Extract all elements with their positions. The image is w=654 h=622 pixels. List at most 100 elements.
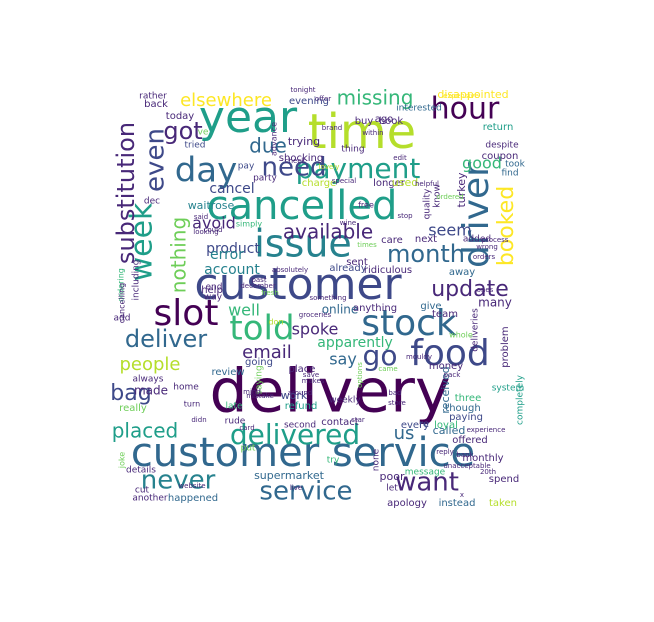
word-taken: taken [489, 498, 517, 509]
word-food: food [410, 333, 490, 374]
word-trying: trying [288, 135, 320, 148]
word-substitution: substitution [112, 122, 140, 264]
word-none: none [372, 448, 382, 471]
word-offer: offer [315, 95, 331, 103]
word-makes: makes [302, 377, 325, 385]
word-card: card [239, 424, 254, 432]
word-due: due [249, 134, 287, 158]
word-told: told [229, 309, 294, 349]
word-looking: looking [193, 228, 218, 236]
word-book: book [379, 116, 404, 127]
word-second: second [284, 421, 316, 431]
word-rude: rude [225, 417, 246, 427]
word-times: times [357, 241, 377, 249]
word-mind: mind [243, 388, 261, 396]
word-live: live [290, 484, 302, 492]
word-cancelled: cancelled [207, 183, 398, 229]
word-placed: placed [112, 419, 179, 443]
word-home: home [173, 383, 199, 393]
word-simply: simply [236, 220, 262, 229]
word-20th: 20th [480, 468, 496, 476]
word-took: took [505, 160, 526, 170]
word-add: add [114, 314, 131, 324]
word-really: really [119, 403, 147, 414]
word-wine: wine [340, 219, 356, 227]
word-tonight: tonight [290, 86, 315, 94]
word-money: money [429, 361, 463, 372]
word-ordering: ordering [117, 268, 126, 302]
word-loyal: loyal [434, 420, 458, 431]
word-way: way [204, 293, 223, 303]
word-problem: problem [500, 326, 511, 367]
word-hour: hour [431, 92, 500, 127]
word-called: called [433, 424, 466, 437]
word-cut: cut [135, 486, 150, 496]
word-helpful: helpful [415, 180, 439, 188]
word-groceries: groceries [299, 311, 332, 319]
word-absolutely: absolutely [272, 266, 308, 274]
word-x: x [460, 491, 464, 499]
word-party: party [253, 174, 277, 184]
word-joke: joke [118, 452, 127, 469]
word-december: december [240, 282, 275, 290]
word-another: another [132, 494, 167, 504]
word-added: added [463, 235, 491, 245]
word-go: go [363, 339, 398, 372]
word-care: care [381, 235, 403, 246]
word-lovely: lovely [319, 163, 340, 171]
word-whole: whole [449, 331, 473, 340]
word-quality: quality [423, 188, 433, 219]
word-expensive: expensive [443, 92, 479, 100]
word-service: service [259, 477, 352, 507]
word-ve: ve [198, 128, 209, 138]
word-away: away [449, 267, 475, 278]
word-star: star [351, 416, 365, 424]
word-want: want [395, 468, 459, 498]
word-well: well [228, 301, 260, 320]
word-past: past [251, 276, 266, 284]
word-free: free [358, 201, 374, 210]
word-going: going [245, 357, 273, 368]
word-say: say [329, 350, 357, 369]
word-apology: apology [387, 498, 427, 509]
word-turn: turn [184, 400, 200, 409]
word-stock: stock [361, 303, 457, 344]
word-evening: evening [289, 96, 329, 107]
word-website: website [178, 482, 205, 490]
word-find: find [501, 169, 518, 179]
word-next: next [415, 234, 437, 245]
word-spoke: spoke [292, 320, 339, 339]
word-waitrose: waitrose [188, 199, 235, 212]
word-driver: driver [456, 162, 497, 268]
word-ordered: ordered [436, 193, 463, 201]
word-saying: saying [255, 365, 265, 394]
word-issue: issue [254, 222, 352, 266]
word-interested: interested [396, 104, 442, 114]
word-good: good [462, 154, 502, 173]
word-late: late [225, 402, 243, 412]
word-dec: dec [144, 197, 160, 207]
word-anything: anything [353, 303, 397, 314]
word-know: know [433, 184, 443, 208]
word-charge: charge [302, 178, 336, 189]
word-weekly: weekly [329, 396, 361, 406]
word-came: came [378, 365, 397, 373]
word-deliveries: deliveries [471, 308, 481, 352]
word-pack: pack [444, 371, 462, 379]
word-tried: tried [185, 141, 206, 151]
word-refund: refund [285, 401, 318, 412]
word-mistake: mistake [246, 392, 274, 400]
word-including: including [132, 260, 142, 301]
word-help: help [201, 285, 223, 296]
word-advance: advance [270, 122, 279, 156]
word-instead: instead [439, 498, 476, 509]
word-save: save [303, 371, 319, 379]
word-orders: orders [473, 253, 496, 261]
word-options: options [356, 362, 364, 388]
word-always: always [133, 375, 164, 385]
word-experience: experience [467, 426, 506, 434]
word-need: need [262, 153, 327, 183]
word-even: even [141, 128, 171, 192]
word-elsewhere: elsewhere [180, 90, 272, 111]
